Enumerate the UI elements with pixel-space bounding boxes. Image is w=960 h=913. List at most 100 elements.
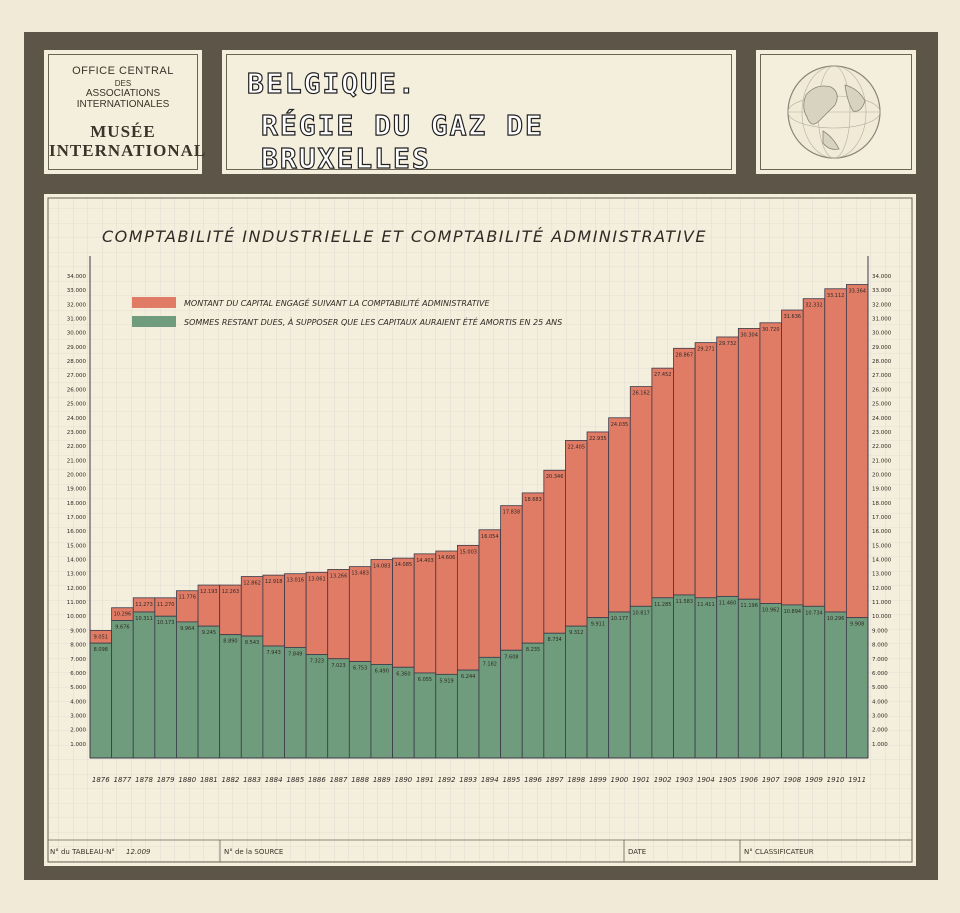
remaining-bar — [327, 658, 350, 759]
remaining-value-label: 6.244 — [461, 674, 475, 680]
x-tick-label: 1887 — [330, 776, 348, 784]
remaining-bar — [413, 672, 437, 759]
capital-value-label: 12.862 — [243, 581, 260, 587]
y-tick-label-left: 21.000 — [67, 458, 87, 464]
x-tick-label: 1885 — [286, 776, 304, 784]
capital-value-label: 17.838 — [503, 510, 520, 516]
y-tick-label-right: 4.000 — [872, 699, 888, 705]
capital-value-label: 11.273 — [135, 602, 153, 608]
remaining-bar — [565, 625, 588, 759]
y-tick-label-right: 18.000 — [872, 501, 892, 507]
remaining-value-label: 11.460 — [719, 600, 737, 606]
y-tick-label-left: 25.000 — [67, 402, 87, 408]
x-tick-label: 1891 — [416, 776, 434, 784]
remaining-value-label: 11.583 — [676, 599, 694, 605]
remaining-value-label: 7.323 — [310, 659, 324, 665]
y-tick-label-right: 10.000 — [872, 614, 892, 620]
remaining-bar — [284, 647, 307, 759]
capital-value-label: 12.263 — [222, 589, 240, 595]
title-country: BELGIQUE. — [246, 66, 417, 100]
y-tick-label-left: 11.000 — [67, 600, 87, 606]
remaining-value-label: 7.182 — [483, 661, 497, 667]
remaining-bar — [348, 661, 372, 759]
globe-cartouche — [756, 50, 916, 174]
remaining-value-label: 10.894 — [784, 609, 802, 615]
y-tick-label-left: 9.000 — [70, 628, 86, 634]
capital-value-label: 32.332 — [805, 303, 823, 309]
y-tick-label-left: 20.000 — [67, 472, 87, 478]
remaining-bar — [176, 621, 199, 759]
remaining-bar — [197, 625, 221, 759]
remaining-value-label: 10.311 — [135, 616, 153, 622]
capital-bar — [694, 342, 718, 599]
y-tick-label-left: 27.000 — [67, 373, 87, 379]
y-tick-label-left: 14.000 — [67, 558, 87, 564]
x-tick-label: 1906 — [740, 776, 758, 784]
capital-bar — [824, 288, 847, 613]
capital-bar — [392, 557, 415, 668]
capital-value-label: 30.304 — [740, 332, 758, 338]
y-tick-label-left: 17.000 — [67, 515, 87, 521]
y-tick-label-right: 16.000 — [872, 529, 892, 535]
y-tick-label-left: 29.000 — [67, 345, 87, 351]
y-tick-label-right: 2.000 — [872, 728, 888, 734]
y-tick-label-left: 4.000 — [70, 699, 86, 705]
remaining-value-label: 8.734 — [547, 637, 561, 643]
capital-bar — [716, 336, 739, 597]
capital-value-label: 22.405 — [568, 444, 586, 450]
y-tick-label-right: 23.000 — [872, 430, 892, 436]
y-tick-label-right: 1.000 — [872, 742, 888, 748]
y-tick-label-right: 13.000 — [872, 572, 892, 578]
remaining-bar — [608, 611, 631, 759]
capital-bar — [478, 529, 502, 658]
remaining-value-label: 11.196 — [740, 603, 758, 609]
title-main: RÉGIE DU GAZ DE BRUXELLES — [260, 108, 544, 175]
remaining-bar — [802, 605, 826, 759]
y-tick-label-right: 7.000 — [872, 657, 888, 663]
remaining-value-label: 11.285 — [654, 602, 672, 608]
x-tick-label: 1910 — [827, 776, 845, 784]
y-tick-label-right: 14.000 — [872, 558, 892, 564]
y-tick-label-left: 24.000 — [67, 416, 87, 422]
capital-bar — [284, 573, 307, 648]
remaining-value-label: 11.411 — [697, 602, 715, 608]
capital-value-label: 9.051 — [94, 634, 108, 640]
remaining-bar — [111, 620, 134, 759]
remaining-value-label: 9.911 — [591, 622, 605, 628]
y-tick-label-left: 23.000 — [67, 430, 87, 436]
remaining-value-label: 8.235 — [526, 647, 540, 653]
capital-bar — [802, 298, 826, 607]
capital-value-label: 27.452 — [654, 372, 672, 378]
y-tick-label-right: 33.000 — [872, 288, 892, 294]
footer-strip: N° du TABLEAU-N° 12.009 N° de la SOURCE … — [48, 839, 912, 862]
remaining-bar — [305, 654, 329, 759]
remaining-bar — [521, 642, 545, 759]
remaining-value-label: 6.360 — [396, 671, 410, 677]
legend: MONTANT DU CAPITAL ENGAGÉ SUIVANT LA COM… — [132, 297, 562, 327]
y-tick-label-right: 30.000 — [872, 331, 892, 337]
remaining-value-label: 6.055 — [418, 677, 432, 683]
legend-label-remaining: SOMMES RESTANT DUES, À SUPPOSER QUE LES … — [184, 316, 562, 327]
remaining-bar — [543, 632, 566, 759]
y-tick-label-left: 5.000 — [70, 685, 86, 691]
museum-cartouche: OFFICE CENTRAL DES ASSOCIATIONS INTERNAT… — [44, 50, 205, 174]
x-tick-label: 1894 — [481, 776, 499, 784]
capital-bar — [370, 559, 393, 665]
x-tick-label: 1897 — [546, 776, 564, 784]
x-tick-label: 1899 — [589, 776, 607, 784]
y-tick-label-right: 34.000 — [872, 274, 892, 280]
remaining-bar — [673, 594, 696, 759]
capital-value-label: 28.867 — [676, 352, 694, 358]
capital-bar — [305, 571, 329, 655]
remaining-value-label: 7.023 — [331, 663, 345, 669]
legend-swatch-remaining — [132, 316, 176, 327]
capital-bar — [651, 367, 674, 599]
capital-value-label: 16.054 — [481, 534, 499, 540]
remaining-value-label: 7.608 — [504, 654, 518, 660]
chart-svg: COMPTABILITÉ INDUSTRIELLE ET COMPTABILIT… — [47, 197, 913, 863]
capital-value-label: 33.364 — [848, 289, 866, 295]
capital-bar — [500, 505, 523, 651]
museum-line-1: MUSÉE — [90, 122, 156, 141]
remaining-bar — [456, 669, 480, 759]
